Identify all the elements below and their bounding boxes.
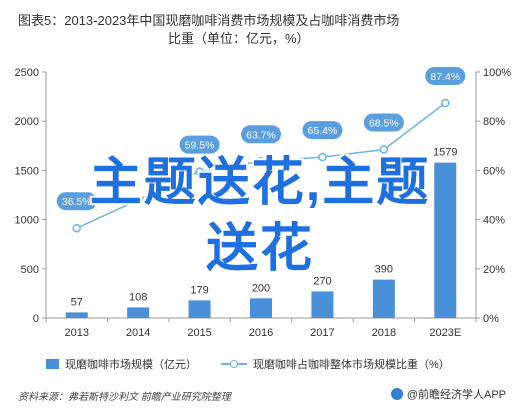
y-right-tick-label: 0%: [483, 313, 499, 325]
x-tick-label: 2013: [64, 327, 88, 339]
line-value-label: 63.7%: [246, 129, 276, 141]
legend-line-label: 现磨咖啡占咖啡整体市场规模比重（%）: [253, 359, 450, 371]
x-tick-label: 2016: [249, 327, 273, 339]
x-tick-label: 2017: [310, 327, 334, 339]
y-right-tick-label: 60%: [483, 165, 505, 177]
line-value-label: 65.4%: [308, 125, 338, 137]
bar: [311, 291, 334, 318]
chart-title: 图表5：2013-2023年中国现磨咖啡消费市场规模及占咖啡消费市场 比重（单位…: [18, 12, 508, 48]
line-label-bubble: [56, 192, 97, 211]
x-tick-label: 2018: [372, 327, 396, 339]
brand: @前瞻经济学人APP: [390, 386, 506, 402]
line-label-bubble: [179, 135, 220, 154]
line-value-label: 87.4%: [430, 71, 460, 83]
bar-value-label: 270: [313, 275, 331, 287]
bar-series: [65, 162, 457, 318]
line-point: [441, 98, 450, 108]
overlay-line2: 送花: [205, 220, 314, 278]
y-left-tick-label: 0: [33, 313, 39, 325]
line-label-bubble: [425, 66, 466, 85]
line-value-label: 68.5%: [369, 117, 399, 129]
line-label-bubble: [302, 121, 343, 140]
bar-value-label: 57: [71, 296, 83, 308]
line-series: [72, 98, 450, 233]
line-value-label: 59.5%: [185, 140, 215, 152]
y-right-tick-label: 40%: [483, 215, 505, 227]
brand-label: @前瞻经济学人APP: [406, 389, 506, 401]
bar-value-label: 200: [252, 282, 270, 294]
line-point: [318, 152, 327, 162]
legend-bar-swatch: [46, 359, 59, 369]
y-left-tick-label: 1000: [15, 215, 39, 227]
bar-value-label: 390: [375, 264, 393, 276]
chart-legend: 现磨咖啡市场规模（亿元） 现磨咖啡占咖啡整体市场规模比重（%）: [46, 356, 506, 372]
line-point: [379, 145, 389, 154]
y-left-tick-label: 1500: [15, 165, 39, 177]
chart-title-line2: 比重（单位：亿元，%）: [168, 31, 310, 46]
chart-axes: 0 500 1000 1500 2000 2500 0% 20% 40% 60% 80% 100% 20…: [15, 67, 512, 339]
data-labels: 57 108 179 200 270 390 1579 36.5% 59.5% 63.7% 65.4…: [56, 66, 466, 308]
line-point: [72, 223, 81, 233]
bar: [372, 279, 395, 318]
bar: [188, 300, 211, 318]
y-right-tick-label: 80%: [483, 116, 505, 128]
legend-item-bar: 现磨咖啡市场规模（亿元）: [46, 356, 197, 372]
line-point: [195, 167, 204, 176]
line-value-label: 36.5%: [62, 196, 92, 208]
bar: [65, 312, 88, 318]
line-point: [133, 195, 143, 205]
y-right-tick-label: 100%: [483, 67, 511, 79]
legend-line-swatch: [221, 358, 247, 370]
x-tick-label: 2014: [126, 327, 150, 339]
legend-bar-label: 现磨咖啡市场规模（亿元）: [65, 359, 197, 371]
legend-item-line: 现磨咖啡占咖啡整体市场规模比重（%）: [221, 356, 450, 372]
x-tick-label: 2023E: [429, 327, 461, 339]
overlay-line1: 主题送花,主题: [89, 154, 431, 212]
bar: [434, 162, 457, 318]
line-label-bubble: [363, 113, 404, 132]
y-right-tick-label: 20%: [483, 264, 505, 276]
source-note: 资料来源：弗若斯特沙利文 前瞻产业研究院整理: [18, 392, 231, 403]
y-left-tick-label: 500: [21, 264, 39, 276]
bar: [127, 307, 150, 318]
line-label-bubble: [241, 125, 281, 144]
bar-value-label: 1579: [433, 147, 457, 159]
overlay-text: 主题送花,主题 送花: [0, 150, 520, 282]
y-left-tick-label: 2500: [15, 67, 39, 79]
line-point: [256, 157, 266, 166]
y-left-tick-label: 2000: [15, 116, 39, 128]
bar-value-label: 108: [129, 291, 147, 303]
brand-logo-icon: [390, 388, 403, 400]
chart-title-line1: 图表5：2013-2023年中国现磨咖啡消费市场规模及占咖啡消费市场: [18, 13, 400, 28]
bar: [250, 298, 272, 318]
bar-value-label: 179: [190, 284, 208, 296]
x-tick-label: 2015: [187, 327, 211, 339]
